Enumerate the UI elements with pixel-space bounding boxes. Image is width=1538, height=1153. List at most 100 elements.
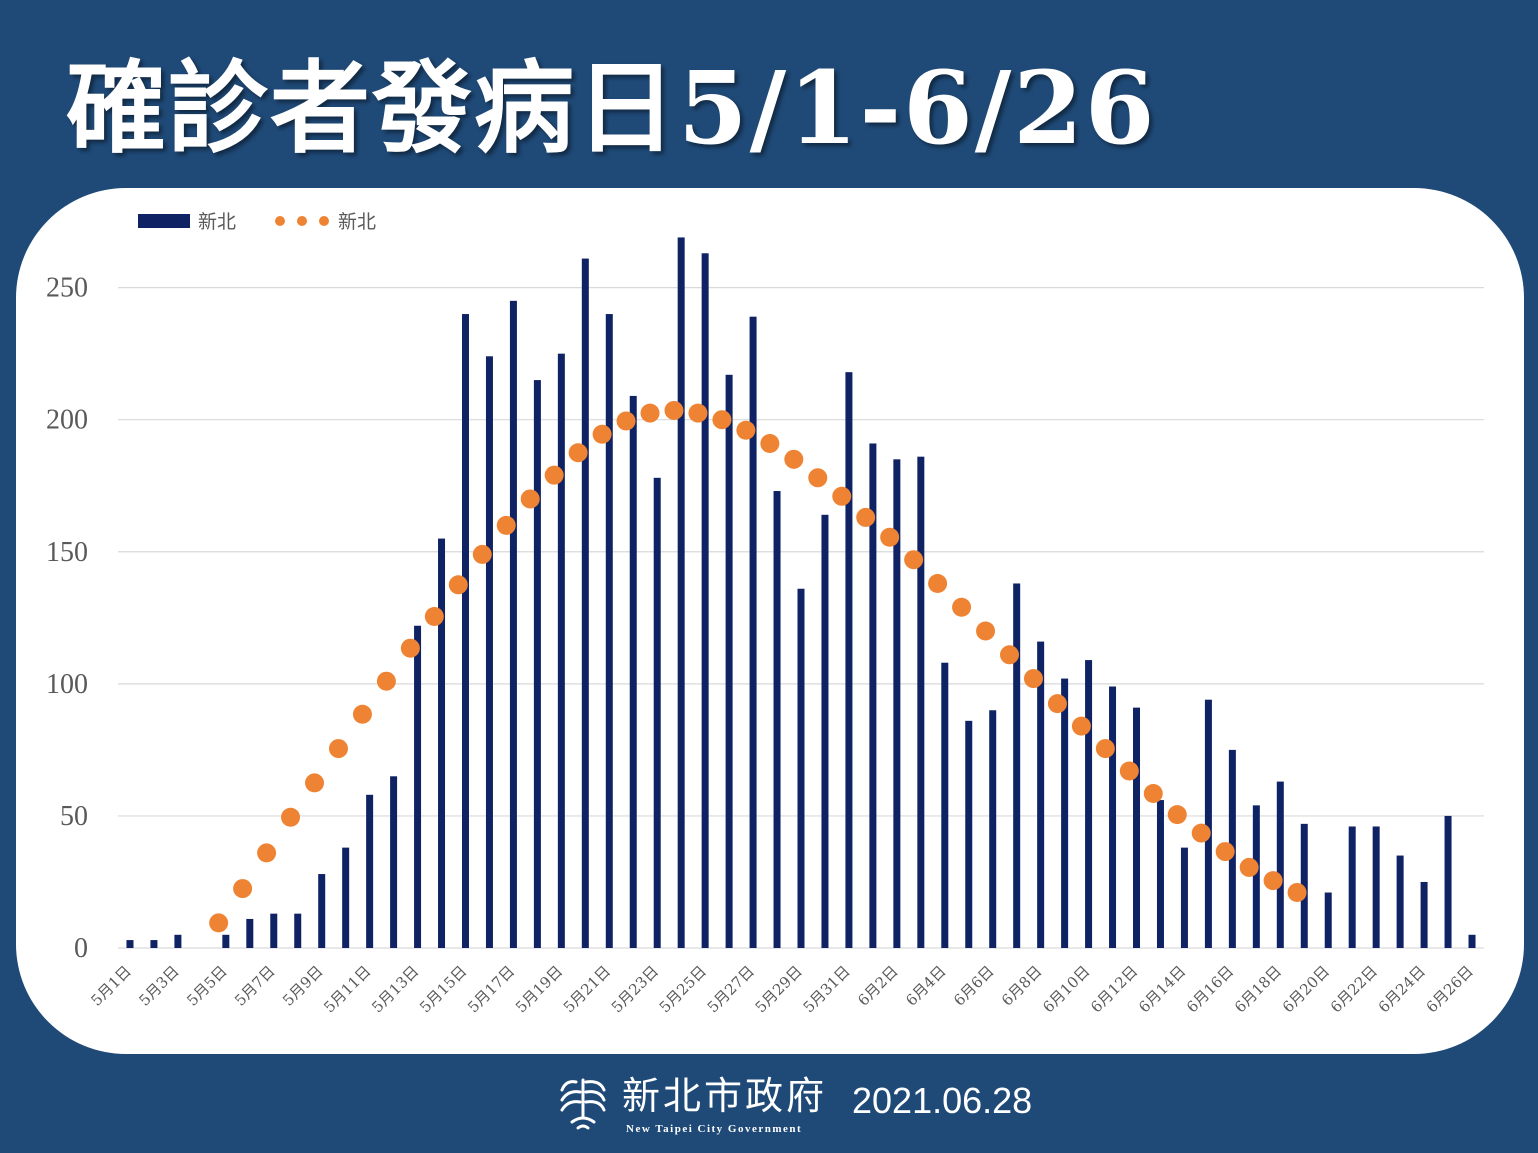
- bar: [581, 258, 589, 948]
- bar: [294, 913, 302, 948]
- footer: 新北市政府 New Taipei City Government 2021.06…: [556, 1064, 1076, 1144]
- bar: [126, 940, 134, 948]
- org-name-en: New Taipei City Government: [626, 1123, 803, 1135]
- bar: [1085, 660, 1093, 948]
- x-tick-label: 5月17日: [464, 962, 518, 1016]
- bar: [1324, 892, 1332, 948]
- x-tick-label: 6月24日: [1375, 962, 1429, 1016]
- trend-dot: [1071, 716, 1091, 736]
- bar: [1156, 800, 1164, 948]
- y-tick-label: 200: [46, 405, 88, 436]
- y-axis: 0 50 100 150 200 250: [46, 273, 88, 964]
- trend-dot: [904, 550, 924, 570]
- trend-dot: [1167, 805, 1187, 825]
- bar: [1204, 699, 1212, 948]
- x-tick-label: 6月16日: [1183, 962, 1237, 1016]
- x-tick-label: 6月12日: [1087, 962, 1141, 1016]
- org-name: 新北市政府: [622, 1074, 828, 1118]
- bar: [797, 588, 805, 948]
- bar: [1180, 847, 1188, 948]
- x-tick-label: 6月26日: [1423, 962, 1477, 1016]
- bar: [1013, 583, 1021, 948]
- trend-dot: [424, 606, 444, 626]
- legend-dot-swatch: [297, 216, 307, 226]
- trend-dot: [880, 527, 900, 547]
- legend-dot-swatch: [275, 216, 285, 226]
- trend-dot: [233, 879, 253, 899]
- bar: [222, 934, 230, 948]
- bar: [869, 443, 877, 948]
- bar: [989, 710, 997, 948]
- x-tick-label: 5月29日: [752, 962, 806, 1016]
- trend-dot: [1119, 761, 1139, 781]
- trend-dot: [1215, 842, 1235, 862]
- bar: [1061, 678, 1069, 948]
- bar: [270, 913, 278, 948]
- bar: [533, 380, 541, 949]
- trend-dot: [1023, 669, 1043, 689]
- trend-dot: [736, 420, 756, 440]
- trend-dot: [376, 671, 396, 691]
- bar: [557, 353, 565, 948]
- bar: [438, 538, 446, 948]
- trend-dot: [664, 400, 684, 420]
- x-tick-label: 5月1日: [87, 962, 134, 1009]
- trend-dot: [999, 645, 1019, 665]
- bar: [366, 794, 374, 948]
- bar: [1396, 855, 1404, 948]
- trend-dot: [281, 807, 301, 827]
- trend-dot: [1263, 871, 1283, 891]
- bar: [509, 300, 517, 948]
- trend-dot: [544, 465, 564, 485]
- bar: [845, 372, 853, 948]
- trend-dot: [400, 638, 420, 658]
- bar: [1300, 823, 1308, 948]
- trend-dot: [448, 575, 468, 595]
- x-tick-label: 6月8日: [998, 962, 1045, 1009]
- legend-dot-swatch: [319, 216, 329, 226]
- trend-dot: [688, 403, 708, 423]
- y-tick-label: 150: [46, 537, 88, 568]
- trend-dot: [976, 621, 996, 641]
- bar: [1109, 686, 1117, 948]
- x-tick-label: 6月6日: [950, 962, 997, 1009]
- x-tick-label: 6月2日: [854, 962, 901, 1009]
- bar: [725, 374, 733, 948]
- new-taipei-city-logo-icon: [560, 1078, 606, 1130]
- trend-dot: [760, 433, 780, 453]
- trend-dot: [592, 424, 612, 444]
- x-axis: 5月1日 5月3日 5月5日 5月7日 5月9日5月11日5月13日5月15日5月17日…: [87, 962, 1476, 1016]
- bar: [629, 395, 637, 948]
- bar: [461, 314, 469, 948]
- trend-dot: [1191, 823, 1211, 843]
- trend-dot: [1239, 857, 1259, 877]
- trend-dot: [640, 403, 660, 423]
- bar: [773, 491, 781, 948]
- x-tick-label: 6月18日: [1231, 962, 1285, 1016]
- x-tick-label: 6月4日: [902, 962, 949, 1009]
- bar: [318, 874, 326, 948]
- x-tick-label: 5月11日: [320, 962, 374, 1016]
- bar: [1420, 881, 1428, 948]
- bar: [1037, 641, 1045, 948]
- trend-dot: [1047, 694, 1067, 714]
- x-tick-label: 5月13日: [368, 962, 422, 1016]
- bar: [414, 625, 422, 948]
- bar: [174, 934, 182, 948]
- x-tick-label: 6月14日: [1135, 962, 1189, 1016]
- trend-dot: [209, 913, 229, 933]
- x-tick-label: 5月31日: [800, 962, 854, 1016]
- x-tick-label: 5月21日: [560, 962, 614, 1016]
- chart-legend: 新北 新北: [138, 211, 376, 233]
- y-tick-label: 0: [74, 933, 88, 964]
- bar: [1133, 707, 1141, 948]
- x-tick-label: 5月3日: [135, 962, 182, 1009]
- bar: [965, 720, 973, 948]
- trend-dot: [712, 410, 732, 430]
- x-tick-label: 5月23日: [608, 962, 662, 1016]
- bar: [1348, 826, 1356, 948]
- bar: [701, 253, 709, 948]
- x-tick-label: 5月5日: [183, 962, 230, 1009]
- bar: [1276, 781, 1284, 948]
- bar: [246, 918, 254, 948]
